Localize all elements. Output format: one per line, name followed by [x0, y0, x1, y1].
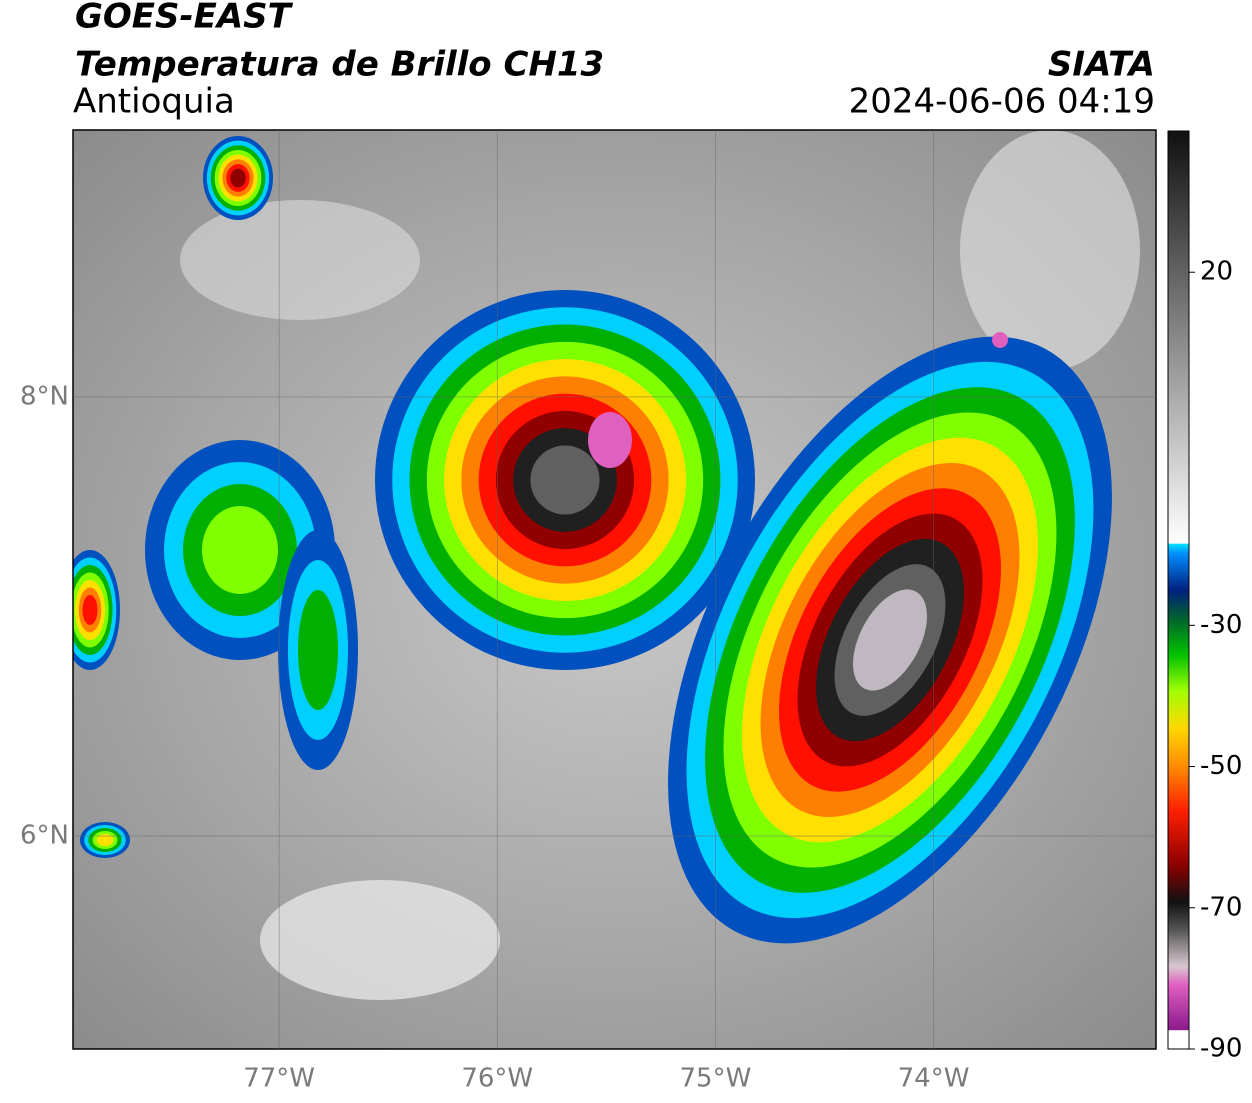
storm — [375, 290, 755, 670]
storm-layer — [230, 168, 246, 188]
map-frame — [72, 129, 1157, 1050]
storm — [668, 336, 1112, 944]
source: SIATA — [1048, 45, 1155, 85]
lat-tick-label: 8°N — [20, 381, 69, 411]
colorbar-tick-label: -30 — [1200, 610, 1242, 640]
colorbar — [1167, 130, 1190, 1050]
timestamp: 2024-06-06 04:19 — [849, 82, 1155, 122]
storm-layer — [853, 589, 927, 691]
storm-layer — [96, 834, 114, 846]
storm-core — [992, 332, 1008, 348]
lon-tick-label: 76°W — [461, 1064, 533, 1094]
storm-layer — [82, 595, 98, 625]
region: Antioquia — [73, 82, 235, 122]
colorbar-tick-label: -50 — [1200, 751, 1242, 781]
cloud — [180, 200, 420, 320]
storm-layer — [298, 590, 338, 710]
lat-tick-label: 6°N — [20, 821, 69, 851]
cloud — [260, 880, 500, 1000]
storm-core — [588, 412, 632, 468]
storm — [203, 136, 273, 220]
storm-layer — [530, 445, 600, 515]
satellite-image — [73, 130, 1156, 1049]
lon-tick-label: 75°W — [679, 1064, 751, 1094]
storm — [80, 822, 130, 858]
lon-tick-label: 74°W — [898, 1064, 970, 1094]
storm — [73, 550, 120, 670]
title: GOES-EAST — [75, 0, 294, 37]
lon-tick-label: 77°W — [243, 1064, 315, 1094]
colorbar-tick-label: -70 — [1200, 892, 1242, 922]
colorbar-tick-label: 20 — [1200, 257, 1233, 287]
subtitle: Temperatura de Brillo CH13 — [75, 45, 604, 85]
storm-layer — [202, 506, 278, 594]
storm — [278, 530, 358, 770]
colorbar-tick-label: -90 — [1200, 1034, 1242, 1064]
cloud — [960, 130, 1140, 370]
